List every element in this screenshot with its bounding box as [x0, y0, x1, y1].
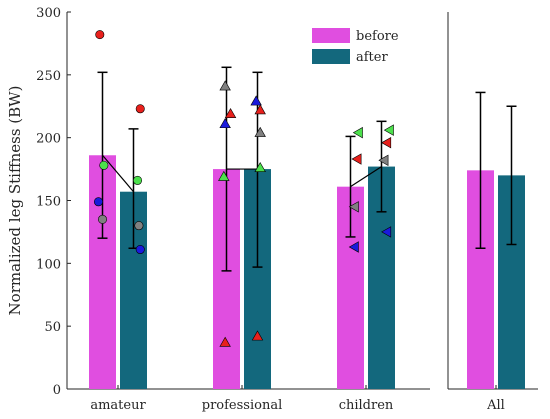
legend-label-after: after	[356, 50, 388, 65]
legend-swatch-after	[312, 49, 350, 64]
legend-label-before: before	[356, 29, 399, 44]
x-tick-label: All	[486, 398, 505, 413]
axes: 0 50 100 150 200 250 300 Normalized leg Stiffne…	[6, 6, 505, 413]
y-tick-label: 250	[36, 69, 61, 84]
data-point	[98, 214, 108, 224]
data-point	[254, 162, 266, 173]
y-tick-label: 50	[44, 320, 61, 335]
y-tick-label: 0	[53, 383, 61, 398]
data-point	[251, 330, 264, 341]
y-tick-label: 150	[36, 195, 61, 210]
y-tick-label: 200	[36, 132, 61, 147]
data-point	[218, 170, 230, 181]
data-point	[133, 175, 143, 185]
data-point	[378, 154, 389, 167]
data-point	[99, 160, 109, 170]
y-axis-label: Normalized leg Stiffness (BW)	[6, 86, 24, 316]
data-point	[250, 95, 262, 106]
connector-line	[350, 166, 382, 188]
data-points	[93, 30, 394, 347]
data-point	[254, 126, 266, 137]
bars	[89, 155, 525, 389]
data-point	[135, 245, 145, 255]
data-point	[224, 107, 237, 118]
data-point	[348, 201, 359, 213]
data-point	[219, 118, 231, 129]
connector-line	[102, 154, 134, 193]
data-point	[219, 336, 231, 347]
data-point	[135, 104, 145, 114]
error-bars	[97, 66, 517, 272]
data-point	[93, 197, 103, 207]
data-point	[381, 136, 392, 149]
x-tick-label: children	[339, 398, 394, 413]
x-tick-label: amateur	[90, 398, 146, 413]
data-point	[383, 124, 394, 136]
data-point	[134, 221, 144, 231]
data-point	[219, 80, 231, 91]
y-tick-label: 100	[36, 257, 61, 272]
legend: before after	[312, 28, 399, 65]
data-point	[254, 104, 266, 115]
data-point	[352, 126, 363, 139]
x-tick-label: professional	[202, 398, 282, 413]
data-point	[95, 30, 105, 40]
legend-swatch-before	[312, 28, 350, 43]
data-point	[381, 226, 392, 238]
y-tick-label: 300	[36, 6, 61, 21]
data-point	[348, 241, 359, 253]
data-point	[351, 153, 362, 165]
